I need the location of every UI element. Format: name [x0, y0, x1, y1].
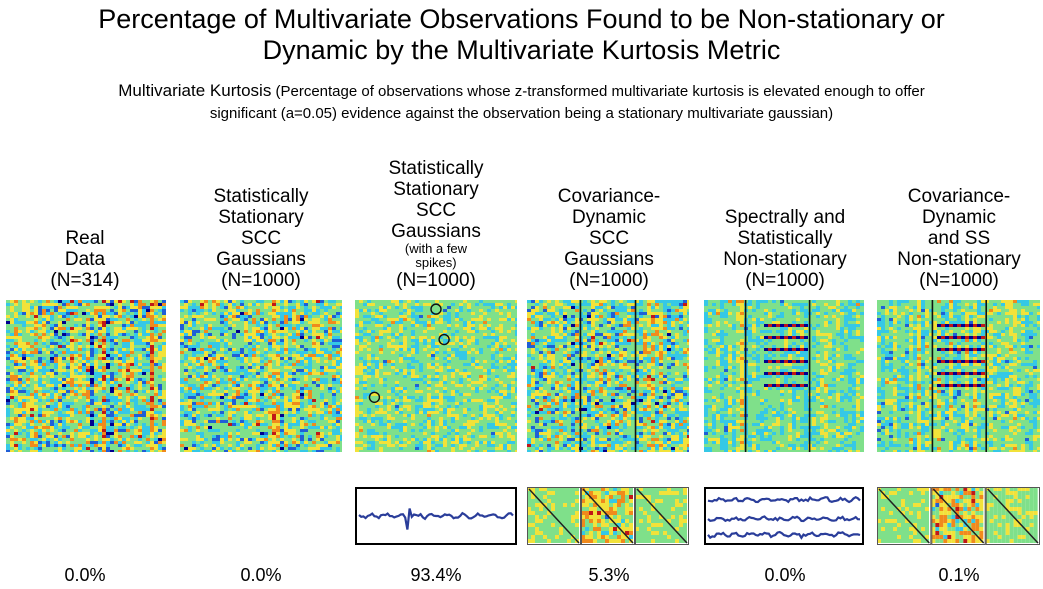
- title-line-1: Percentage of Multivariate Observations …: [98, 4, 945, 34]
- column-label-line: Statistically: [388, 158, 484, 179]
- percentage-value: 0.0%: [764, 565, 806, 585]
- signal-trace: [707, 495, 861, 504]
- column-label: Statistically Stationary SCC Gaussians (with…: [351, 158, 521, 291]
- observation-heatmap: [877, 300, 1040, 452]
- connectivity-matrix: [581, 487, 635, 545]
- title-line-2: Dynamic by the Multivariate Kurtosis Met…: [262, 35, 781, 65]
- column-label-line: SCC: [588, 228, 630, 249]
- column-label-line: Gaussians: [391, 221, 481, 242]
- panel-column: Covariance- Dynamic SCC Gaussians (N=1000) 5.…: [524, 0, 694, 589]
- column-label-line: Gaussians: [216, 249, 306, 270]
- observation-heatmap: [355, 300, 517, 452]
- column-label-line: SCC: [240, 228, 282, 249]
- spike-marker: [438, 333, 450, 346]
- column-label-line: Statistically: [213, 186, 309, 207]
- signal-trace: [358, 508, 514, 530]
- heatmap-cells: [180, 300, 342, 452]
- column-label-line: Gaussians: [564, 249, 654, 270]
- signal-strip: [704, 487, 864, 545]
- observation-heatmap: [6, 300, 166, 452]
- percentage-value: 5.3%: [588, 565, 630, 585]
- heatmap-cells: [877, 300, 1040, 452]
- subtitle-rest: (Percentage of observations whose z-tran…: [271, 83, 925, 100]
- column-label-line: Non-stationary: [723, 249, 847, 270]
- column-label-line: (N=314): [50, 270, 120, 291]
- heatmap-cells: [527, 300, 689, 452]
- signal-strip: [355, 487, 517, 545]
- column-label: Covariance- Dynamic and SS Non-stationary (N…: [874, 186, 1043, 291]
- subtitle-line-2: significant (a=0.05) evidence against th…: [209, 105, 834, 122]
- column-label: Statistically Stationary SCC Gaussians (N=10…: [176, 186, 346, 291]
- column-label-line: Stationary: [218, 207, 304, 228]
- observation-heatmap: [180, 300, 342, 452]
- signal-trace: [707, 530, 861, 540]
- percentage-value: 93.4%: [410, 565, 462, 585]
- column-label-note: (with a few: [404, 241, 468, 256]
- percentage-value: 0.0%: [64, 565, 106, 585]
- spike-marker: [368, 391, 381, 403]
- panel-column: Statistically Stationary SCC Gaussians (N=10…: [176, 0, 346, 589]
- connectivity-matrix: [527, 487, 581, 545]
- connectivity-strip: [527, 487, 689, 545]
- connectivity-matrix: [931, 487, 986, 545]
- column-label-line: SCC: [415, 200, 457, 221]
- connectivity-matrix: [985, 487, 1040, 545]
- column-label: Spectrally and Statistically Non-stationar…: [700, 207, 870, 291]
- column-label-line: Data: [64, 249, 106, 270]
- percentage-value: 0.1%: [938, 565, 980, 585]
- observation-heatmap: [704, 300, 864, 452]
- heatmap-cells: [704, 300, 864, 452]
- heatmap-cells: [355, 300, 517, 452]
- connectivity-matrix: [635, 487, 689, 545]
- column-label-line: (N=1000): [745, 270, 825, 291]
- column-label: Covariance- Dynamic SCC Gaussians (N=1000): [524, 186, 694, 291]
- column-label-line: Covariance-: [557, 186, 661, 207]
- panel-column: Statistically Stationary SCC Gaussians (with…: [351, 0, 521, 589]
- figure-subtitle: Multivariate Kurtosis (Percentage of obs…: [0, 80, 1043, 125]
- column-label-line: (N=1000): [569, 270, 649, 291]
- column-label-line: Dynamic: [922, 207, 996, 228]
- connectivity-strip: [877, 487, 1040, 545]
- observation-heatmap: [527, 300, 689, 452]
- panel-column: Real Data (N=314) 0.0%: [0, 0, 170, 589]
- column-label-line: Stationary: [393, 179, 479, 200]
- percentage-value: 0.0%: [240, 565, 282, 585]
- column-label-line: (N=1000): [919, 270, 999, 291]
- panel-column: Spectrally and Statistically Non-stationar…: [700, 0, 870, 589]
- column-label-line: Dynamic: [572, 207, 646, 228]
- column-label-note: spikes): [415, 255, 457, 270]
- signal-trace: [707, 515, 861, 523]
- panel-column: Covariance- Dynamic and SS Non-stationary (N…: [874, 0, 1043, 589]
- column-label-line: (N=1000): [396, 270, 476, 291]
- spike-marker: [430, 303, 442, 315]
- column-label-line: Statistically: [737, 228, 833, 249]
- column-label-line: and SS: [927, 228, 991, 249]
- heatmap-cells: [6, 300, 166, 452]
- connectivity-matrix: [877, 487, 932, 545]
- figure-title: Percentage of Multivariate Observations …: [0, 4, 1043, 66]
- column-label-line: Real: [65, 228, 105, 249]
- column-label-line: Non-stationary: [897, 249, 1021, 270]
- column-label: Real Data (N=314): [0, 228, 170, 291]
- column-label-line: Covariance-: [907, 186, 1011, 207]
- subtitle-lead: Multivariate Kurtosis: [118, 81, 272, 100]
- column-label-line: Spectrally and: [724, 207, 846, 228]
- column-label-line: (N=1000): [221, 270, 301, 291]
